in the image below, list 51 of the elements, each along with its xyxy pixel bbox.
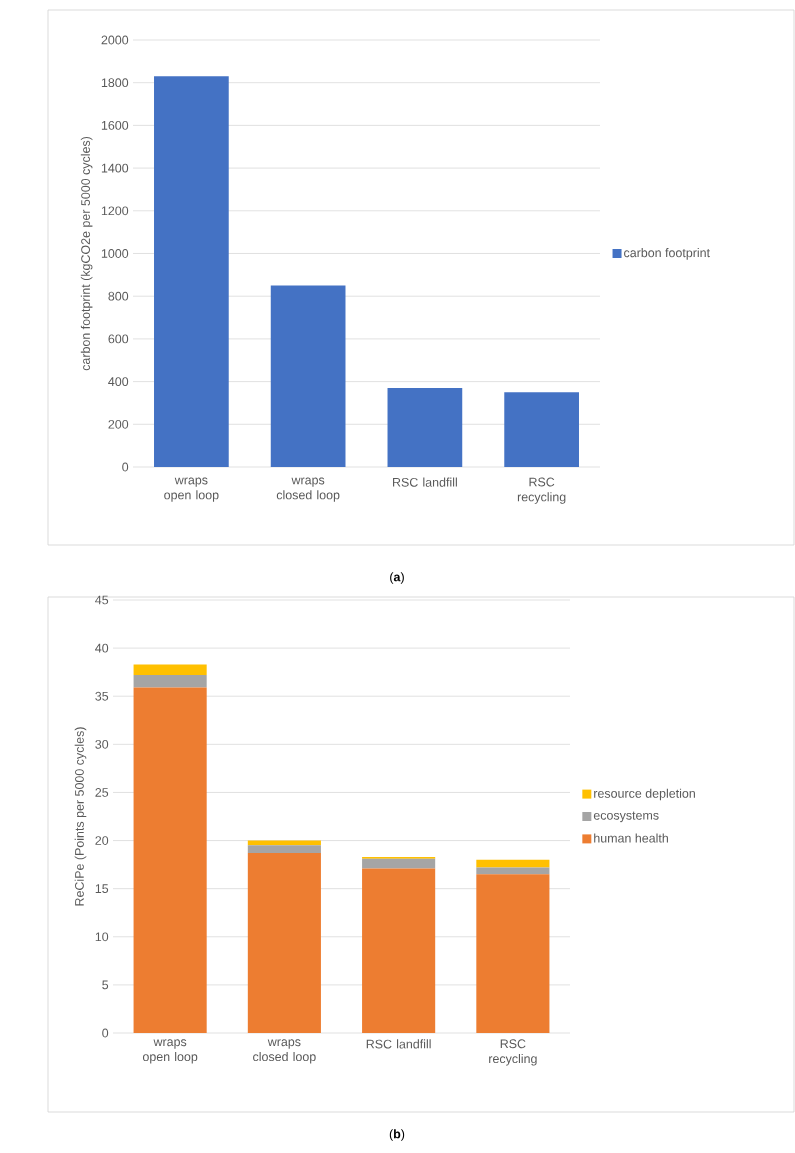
bar <box>362 868 436 1033</box>
y-tick-label: 1600 <box>101 120 129 130</box>
y-tick-label: 40 <box>95 643 109 653</box>
y-tick-label: 400 <box>108 377 129 386</box>
bar <box>270 285 346 467</box>
y-tick-label: 35 <box>95 691 109 701</box>
legend-label: carbon footprint <box>624 248 710 260</box>
y-tick-label: 1800 <box>101 78 129 88</box>
bar <box>154 76 229 467</box>
y-tick-label: 1200 <box>101 206 129 216</box>
y-tick-label: 20 <box>95 836 109 845</box>
x-tick-label: wraps open loop <box>164 477 219 502</box>
y-tick-label: 200 <box>108 419 129 429</box>
y-tick-label: 600 <box>108 334 129 344</box>
y-tick-label: 2000 <box>101 35 129 45</box>
y-tick-label: 5 <box>102 980 109 990</box>
bar <box>476 867 550 875</box>
bar <box>247 853 321 1033</box>
x-tick-label: RSC landfill <box>366 1039 431 1049</box>
bar <box>504 392 579 467</box>
y-tick-label: 0 <box>122 462 129 472</box>
x-tick-label: RSC recycling <box>489 1039 537 1066</box>
x-tick-label: RSC landfill <box>393 477 457 487</box>
bar <box>133 687 207 1033</box>
y-tick-label: 1000 <box>101 249 129 258</box>
legend-label: human health <box>594 833 668 843</box>
y-tick-label: 15 <box>95 884 109 894</box>
text: (b) <box>389 1129 405 1141</box>
x-tick-label: RSC recycling <box>517 477 566 504</box>
y-axis-title: carbon footprint (kgCO2e per 5000 cycles) <box>80 136 93 371</box>
y-tick-label: 45 <box>95 595 109 605</box>
x-tick-label: wraps closed loop <box>253 1039 316 1064</box>
bar <box>476 874 550 1033</box>
legend-label: ecosystems <box>593 811 659 823</box>
y-tick-label: 10 <box>95 932 109 942</box>
y-tick-label: 1400 <box>101 163 129 173</box>
legend-label: resource depletion <box>594 788 695 801</box>
x-tick-label: wraps open loop <box>142 1039 198 1064</box>
bar <box>362 858 436 869</box>
bar <box>133 664 207 676</box>
bar <box>476 859 550 868</box>
y-tick-label: 0 <box>102 1028 109 1038</box>
text: (a) <box>390 572 404 584</box>
y-tick-label: 800 <box>108 291 129 301</box>
bar <box>133 675 207 688</box>
bar <box>247 845 321 854</box>
y-axis-title: ReCiPe (Points per 5000 cycles) <box>74 727 87 906</box>
bar <box>387 388 463 467</box>
x-tick-label: wraps closed loop <box>276 477 340 502</box>
y-tick-label: 30 <box>95 739 109 749</box>
y-tick-label: 25 <box>95 788 109 797</box>
